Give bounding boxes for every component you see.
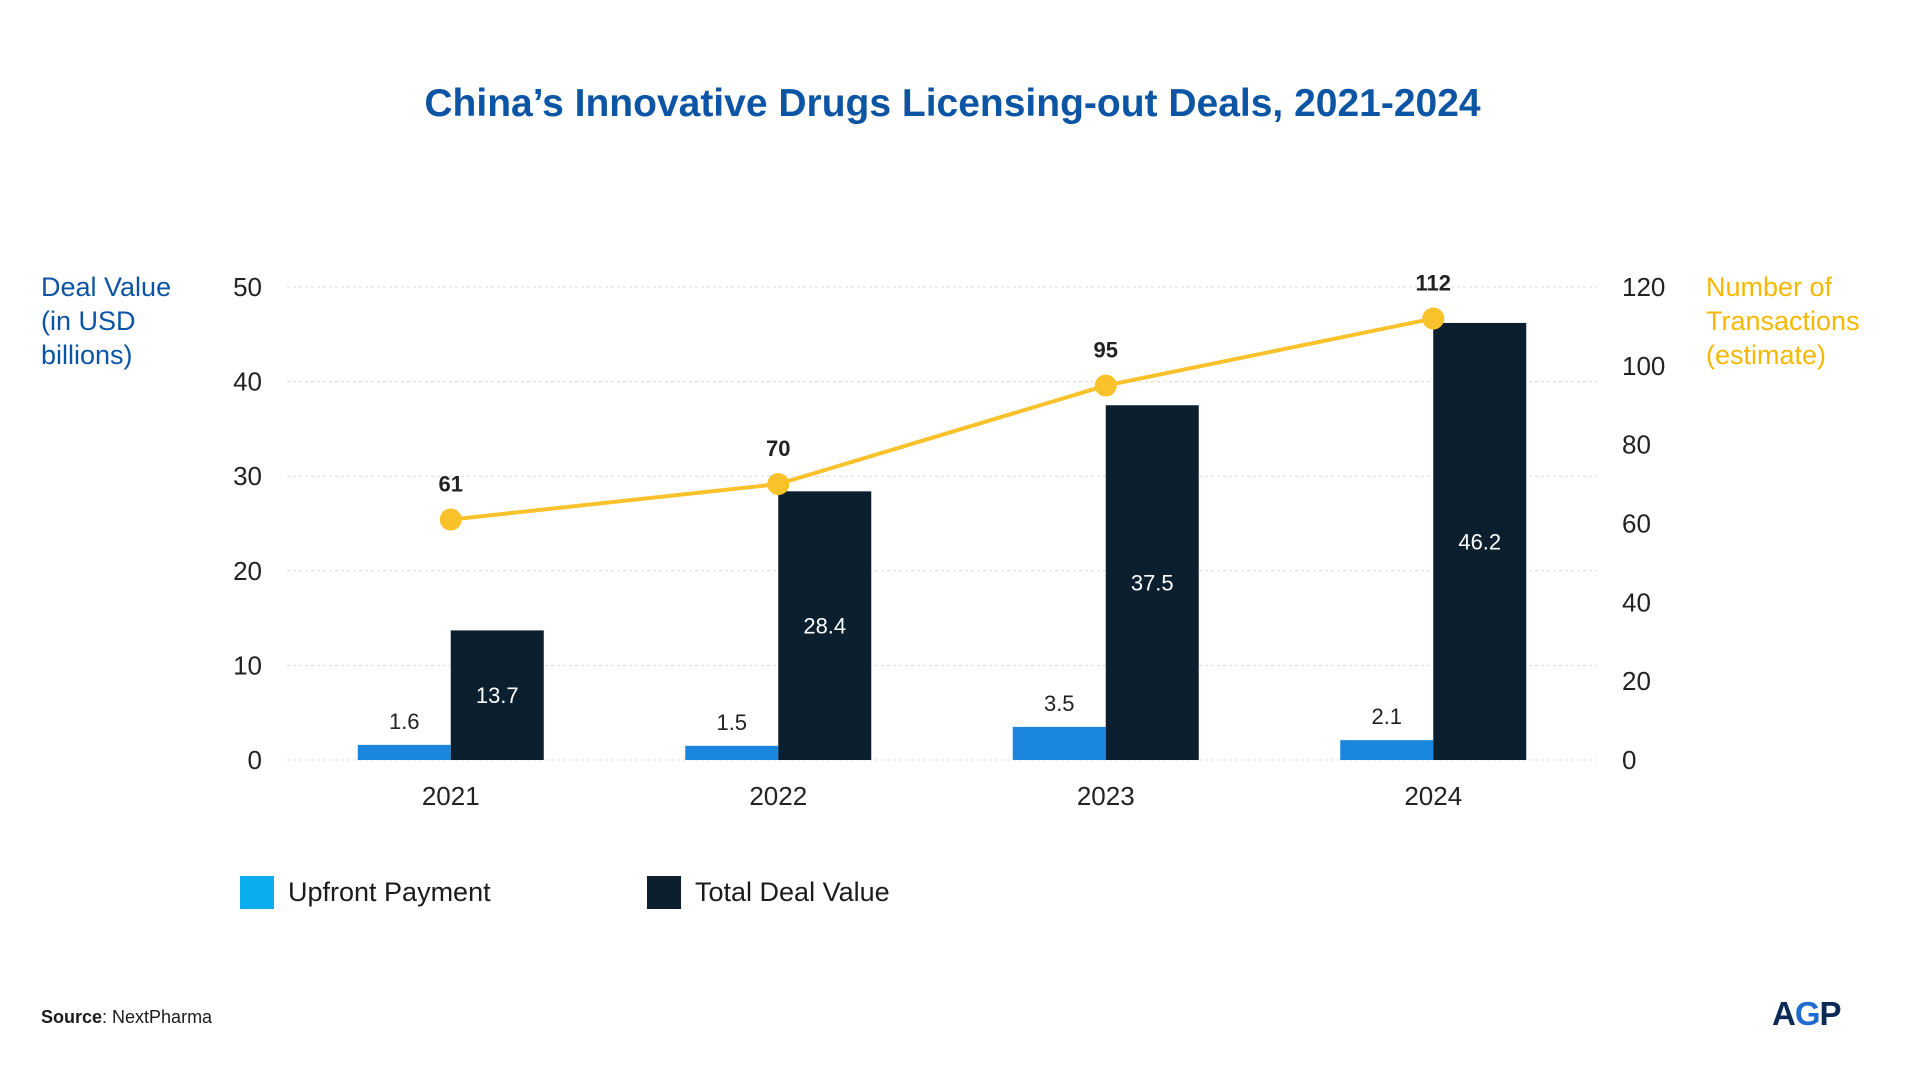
- chart-title: China’s Innovative Drugs Licensing-out D…: [424, 82, 1481, 125]
- x-axis-tick-label: 2024: [1404, 781, 1462, 811]
- left-axis-tick-label: 40: [233, 367, 262, 397]
- x-axis-tick-label: 2023: [1077, 781, 1135, 811]
- bar-label-upfront: 1.6: [389, 709, 420, 734]
- left-axis-title-line: Deal Value: [41, 272, 172, 302]
- legend-label-upfront: Upfront Payment: [288, 877, 491, 907]
- bar-label-total: 13.7: [476, 683, 519, 708]
- x-axis-tick-label: 2021: [422, 781, 480, 811]
- legend-swatch-total: [647, 876, 681, 909]
- line-point-transactions: [439, 508, 462, 531]
- legend-item-total: Total Deal Value: [647, 876, 890, 909]
- legend-swatch-upfront: [240, 876, 274, 909]
- right-axis-tick-label: 100: [1622, 351, 1665, 381]
- right-axis-title-line: Transactions: [1706, 306, 1860, 336]
- bar-upfront: [357, 744, 451, 760]
- line-transactions: [450, 316, 1434, 522]
- bar-upfront: [1340, 740, 1434, 760]
- bar-total: [1105, 405, 1199, 760]
- line-point-transactions: [767, 473, 790, 496]
- source-text: : NextPharma: [102, 1007, 213, 1027]
- bar-label-total: 46.2: [1458, 529, 1501, 554]
- right-axis-title: Number of Transactions (estimate): [1706, 270, 1905, 372]
- bar-total: [778, 491, 872, 760]
- right-axis-tick-label: 40: [1622, 587, 1651, 617]
- bar-label-total: 37.5: [1131, 571, 1174, 596]
- right-axis-title-line: Number of: [1706, 272, 1833, 302]
- line-label-transactions: 61: [439, 472, 463, 497]
- agp-logo: AGP: [1772, 995, 1842, 1033]
- bar-label-upfront: 2.1: [1371, 704, 1402, 729]
- source-label: Source: [41, 1007, 103, 1027]
- right-axis-tick-label: 20: [1622, 666, 1651, 696]
- logo-letter: P: [1819, 995, 1842, 1032]
- line-label-transactions: 70: [766, 436, 790, 461]
- legend-item-upfront: Upfront Payment: [240, 876, 491, 909]
- bar-label-upfront: 3.5: [1044, 691, 1075, 716]
- line-point-transactions: [1094, 374, 1117, 397]
- line-label-transactions: 95: [1094, 338, 1118, 363]
- left-axis-tick-label: 20: [233, 556, 262, 586]
- left-axis-tick-label: 10: [233, 650, 262, 680]
- x-axis-tick-label: 2022: [749, 781, 807, 811]
- left-axis-tick-label: 30: [233, 461, 262, 491]
- bar-label-total: 28.4: [803, 614, 846, 639]
- right-axis-tick-label: 80: [1622, 430, 1651, 460]
- line-point-transactions: [1422, 307, 1445, 330]
- left-axis-title-line: billions): [41, 340, 133, 370]
- logo-letter: G: [1794, 995, 1821, 1032]
- bar-upfront: [685, 745, 779, 760]
- legend-label-total: Total Deal Value: [695, 877, 890, 907]
- left-axis-tick-label: 0: [248, 745, 262, 775]
- line-label-transactions: 112: [1416, 271, 1452, 296]
- bar-total: [450, 630, 544, 760]
- left-axis-title-line: (in USD: [41, 306, 136, 336]
- right-axis-tick-label: 0: [1622, 745, 1636, 775]
- right-axis-tick-label: 60: [1622, 509, 1651, 539]
- right-axis-title-line: (estimate): [1706, 340, 1827, 370]
- source-note: Source: NextPharma: [41, 1007, 212, 1028]
- bar-upfront: [1012, 726, 1106, 760]
- logo-letter: A: [1772, 995, 1796, 1032]
- right-axis-tick-label: 120: [1622, 272, 1665, 302]
- left-axis-tick-label: 50: [233, 272, 262, 302]
- bar-total: [1433, 322, 1527, 760]
- left-axis-title: Deal Value (in USD billions): [41, 270, 221, 372]
- bar-label-upfront: 1.5: [716, 710, 747, 735]
